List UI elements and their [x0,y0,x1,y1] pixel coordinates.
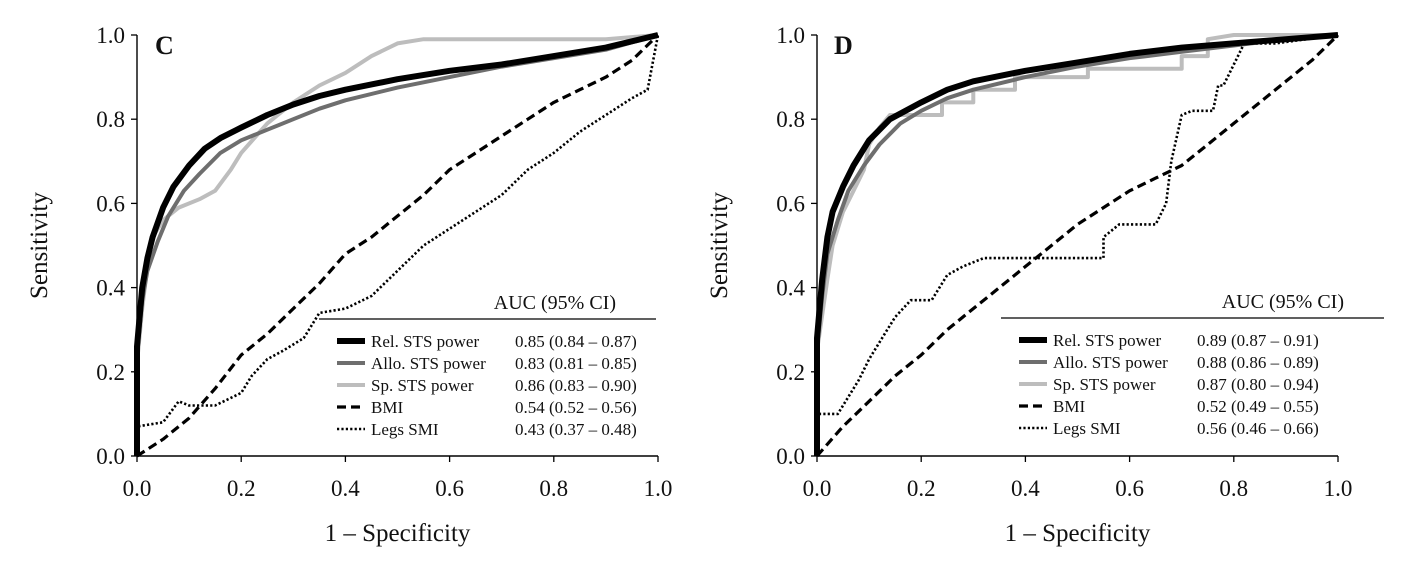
legend-series-name: Legs SMI [1053,419,1121,438]
x-tick-label: 1.0 [1324,476,1353,501]
y-tick-label: 0.0 [776,444,805,469]
y-tick-label: 0.8 [96,107,125,132]
legend-auc-value: 0.86 (0.83 – 0.90) [515,376,637,395]
legend-auc-value: 0.85 (0.84 – 0.87) [515,332,637,351]
legend-auc-value: 0.87 (0.80 – 0.94) [1197,375,1319,394]
y-axis-title: Sensitivity [26,192,53,299]
x-axis-title: 1 – Specificity [325,520,471,547]
x-axis-title: 1 – Specificity [1005,520,1151,547]
legend-series-name: Allo. STS power [371,354,486,373]
panel-label: C [155,31,174,60]
legend-auc-value: 0.43 (0.37 – 0.48) [515,420,637,439]
legend-header: AUC (95% CI) [1222,291,1344,313]
x-tick-label: 1.0 [644,476,673,501]
x-tick-label: 0.6 [1115,476,1144,501]
x-tick-label: 0.0 [803,476,832,501]
legend-series-name: Allo. STS power [1053,353,1168,372]
legend-series-name: Rel. STS power [1053,331,1161,350]
x-tick-label: 0.8 [539,476,568,501]
legend-auc-value: 0.83 (0.81 – 0.85) [515,354,637,373]
y-tick-label: 0.4 [776,276,805,301]
legend-auc-value: 0.54 (0.52 – 0.56) [515,398,637,417]
legend-auc-value: 0.56 (0.46 – 0.66) [1197,419,1319,438]
x-tick-label: 0.6 [435,476,464,501]
legend-series-name: Legs SMI [371,420,439,439]
y-axis-title: Sensitivity [706,192,733,299]
series-line-legs-smi [135,34,660,456]
x-tick-label: 0.2 [907,476,936,501]
legend-auc-value: 0.88 (0.86 – 0.89) [1197,353,1319,372]
series-line-bmi [136,33,660,458]
y-tick-label: 0.2 [96,360,125,385]
x-tick-label: 0.8 [1219,476,1248,501]
legend-auc-value: 0.52 (0.49 – 0.55) [1197,397,1319,416]
series-line-sp-sts-power [815,33,1338,456]
x-tick-label: 0.2 [227,476,256,501]
legend-auc-value: 0.89 (0.87 – 0.91) [1197,331,1319,350]
chart-panel-c: 0.0 0.2 0.4 0.6 0.8 1.0 0.0 0.2 0.4 0.6 0.8 1.0 1 – … [26,23,672,547]
chart-panel-d: 0.0 0.2 0.4 0.6 0.8 1.0 0.0 0.2 0.4 0.6 0.8 1.0 1 – … [706,23,1384,547]
y-tick-label: 0.2 [776,360,805,385]
legend-header: AUC (95% CI) [494,292,616,314]
legend-series-name: BMI [371,398,403,417]
legend: AUC (95% CI) Rel. STS power 0.89 (0.87 – 0… [1001,291,1384,438]
legend-series-name: Sp. STS power [1053,375,1156,394]
legend-series-name: Rel. STS power [371,332,479,351]
y-tick-label: 1.0 [96,23,125,48]
x-tick-label: 0.0 [123,476,152,501]
y-tick-label: 1.0 [776,23,805,48]
x-tick-label: 0.4 [331,476,360,501]
series-line-rel-sts-power [134,32,659,456]
y-tick-label: 0.4 [96,276,125,301]
y-tick-label: 0.6 [776,191,805,216]
legend: AUC (95% CI) Rel. STS power 0.85 (0.84 – 0… [319,292,656,439]
x-tick-label: 0.4 [1011,476,1040,501]
legend-series-name: Sp. STS power [371,376,474,395]
y-tick-label: 0.0 [96,444,125,469]
series-line-rel-sts-power [814,32,1339,456]
y-tick-label: 0.8 [776,107,805,132]
y-tick-label: 0.6 [96,191,125,216]
legend-series-name: BMI [1053,397,1085,416]
panel-label: D [834,31,853,60]
